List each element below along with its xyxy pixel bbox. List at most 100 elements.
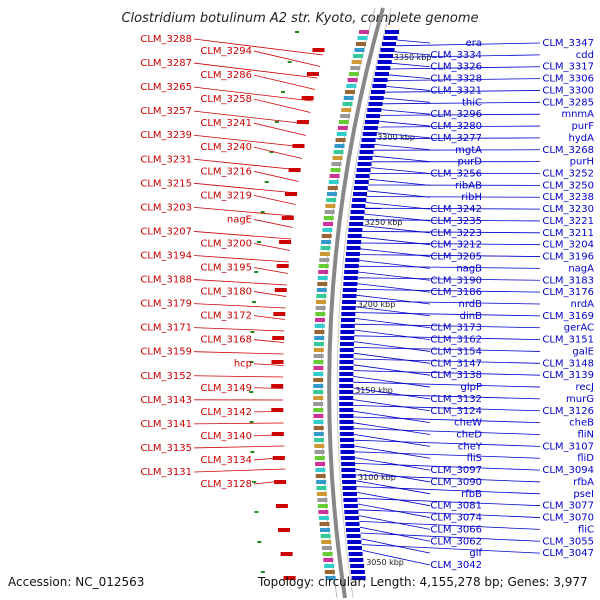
forward-gene-label: CLM_3230	[542, 204, 594, 215]
gene-feature-block	[314, 324, 325, 328]
forward-gene-leader	[379, 113, 541, 116]
gc-marker	[249, 421, 254, 423]
forward-gene-label: CLM_3173	[430, 323, 482, 334]
forward-gene-block	[342, 294, 357, 298]
forward-gene-leader	[353, 393, 541, 400]
forward-gene-label: fliC	[578, 524, 594, 535]
forward-gene-block	[366, 114, 381, 118]
reverse-gene-block	[296, 120, 309, 124]
forward-gene-label: nrdB	[459, 299, 483, 310]
gene-feature-block	[318, 270, 329, 274]
forward-gene-block	[359, 150, 374, 154]
reverse-gene-label: CLM_3188	[140, 275, 192, 286]
forward-gene-leader	[355, 300, 541, 305]
forward-gene-label: gerAC	[564, 323, 594, 334]
gc-marker	[250, 451, 255, 453]
forward-gene-label: purH	[570, 157, 594, 168]
forward-gene-label: fliS	[467, 453, 482, 464]
forward-gene-block	[346, 246, 361, 250]
reverse-gene-label: CLM_3149	[200, 383, 252, 394]
reverse-gene-leader	[193, 158, 301, 171]
gene-feature-block	[316, 294, 327, 298]
forward-gene-label: CLM_3196	[542, 252, 594, 263]
forward-gene-block	[383, 36, 398, 40]
forward-gene-label: CLM_3062	[430, 536, 482, 547]
gc-marker	[254, 271, 259, 273]
forward-gene-leader	[353, 434, 431, 447]
gene-feature-block	[319, 252, 330, 256]
gene-feature-block	[313, 426, 324, 430]
forward-gene-block	[340, 336, 355, 340]
gc-marker	[281, 91, 285, 93]
forward-gene-label: CLM_3223	[430, 228, 482, 239]
gene-feature-block	[334, 144, 345, 148]
gene-feature-block	[313, 420, 324, 424]
forward-gene-label: CLM_3250	[542, 180, 594, 191]
forward-gene-leader	[366, 196, 541, 198]
forward-gene-block	[339, 414, 354, 418]
reverse-strand-track	[249, 31, 325, 580]
forward-gene-leader	[375, 137, 541, 140]
reverse-gene-leader	[253, 122, 307, 136]
forward-gene-block	[347, 546, 362, 550]
gene-feature-block	[314, 444, 325, 448]
forward-gene-block	[343, 276, 358, 280]
forward-gene-leader	[378, 120, 431, 127]
gc-marker	[257, 241, 262, 243]
forward-gene-block	[340, 450, 355, 454]
gene-feature-block	[313, 396, 324, 400]
reverse-gene-block	[281, 216, 294, 220]
forward-gene-leader	[353, 422, 431, 435]
gene-feature-block	[316, 480, 327, 484]
forward-gene-block	[361, 138, 376, 142]
gene-feature-block	[320, 528, 330, 532]
forward-gene-leader	[356, 492, 431, 507]
forward-gene-label: cheD	[456, 430, 482, 441]
gene-feature-block	[350, 66, 361, 70]
kbp-ticks: 3350 kbp 3300 kbp 3250 kbp 3200 kbp 3150 kbp…	[355, 53, 431, 567]
kbp-tick-label: 3100 kbp	[358, 473, 396, 482]
forward-gene-block	[377, 60, 392, 64]
gc-marker	[254, 511, 259, 513]
kbp-tick-label: 3350 kbp	[394, 53, 432, 62]
reverse-gene-leader	[193, 62, 318, 79]
kbp-tick-label: 3200 kbp	[358, 300, 396, 309]
forward-gene-leader	[360, 532, 541, 542]
gene-feature-block	[315, 306, 326, 310]
reverse-gene-label: CLM_3134	[200, 455, 252, 466]
forward-gene-leader	[353, 405, 541, 412]
forward-gene-leader	[358, 515, 431, 530]
forward-gene-label: purF	[571, 121, 594, 132]
reverse-gene-block	[275, 504, 288, 508]
reverse-gene-label: CLM_3168	[200, 335, 252, 346]
forward-gene-block	[343, 504, 358, 508]
genome-backbone	[327, 7, 385, 599]
forward-gene-leader	[396, 39, 431, 44]
forward-gene-leader	[356, 294, 431, 305]
forward-gene-leader	[374, 144, 431, 151]
forward-gene-block	[339, 384, 354, 388]
forward-gene-block	[360, 144, 375, 148]
forward-gene-block	[353, 186, 368, 190]
forward-gene-leader	[354, 457, 431, 471]
reverse-gene-leader	[253, 315, 285, 320]
forward-gene-leader	[353, 428, 541, 435]
reverse-gene-block	[271, 408, 284, 412]
reverse-gene-leader	[253, 339, 285, 343]
forward-gene-label: CLM_3097	[430, 465, 482, 476]
gc-marker	[249, 391, 254, 393]
reverse-gene-label: CLM_3141	[140, 419, 192, 430]
gene-feature-block	[323, 558, 334, 562]
forward-gene-leader	[388, 74, 431, 79]
forward-gene-leader	[354, 439, 541, 447]
forward-gene-label: hydA	[569, 133, 595, 144]
forward-gene-label: purD	[458, 157, 483, 168]
reverse-gene-label: CLM_3200	[200, 238, 252, 249]
forward-gene-leader	[354, 318, 431, 329]
forward-gene-label: CLM_3242	[430, 204, 482, 215]
forward-gene-block	[372, 84, 387, 88]
reverse-gene-label: CLM_3239	[140, 130, 192, 141]
forward-gene-block	[371, 90, 385, 94]
gene-feature-block	[338, 120, 349, 124]
forward-gene-block	[342, 492, 357, 496]
